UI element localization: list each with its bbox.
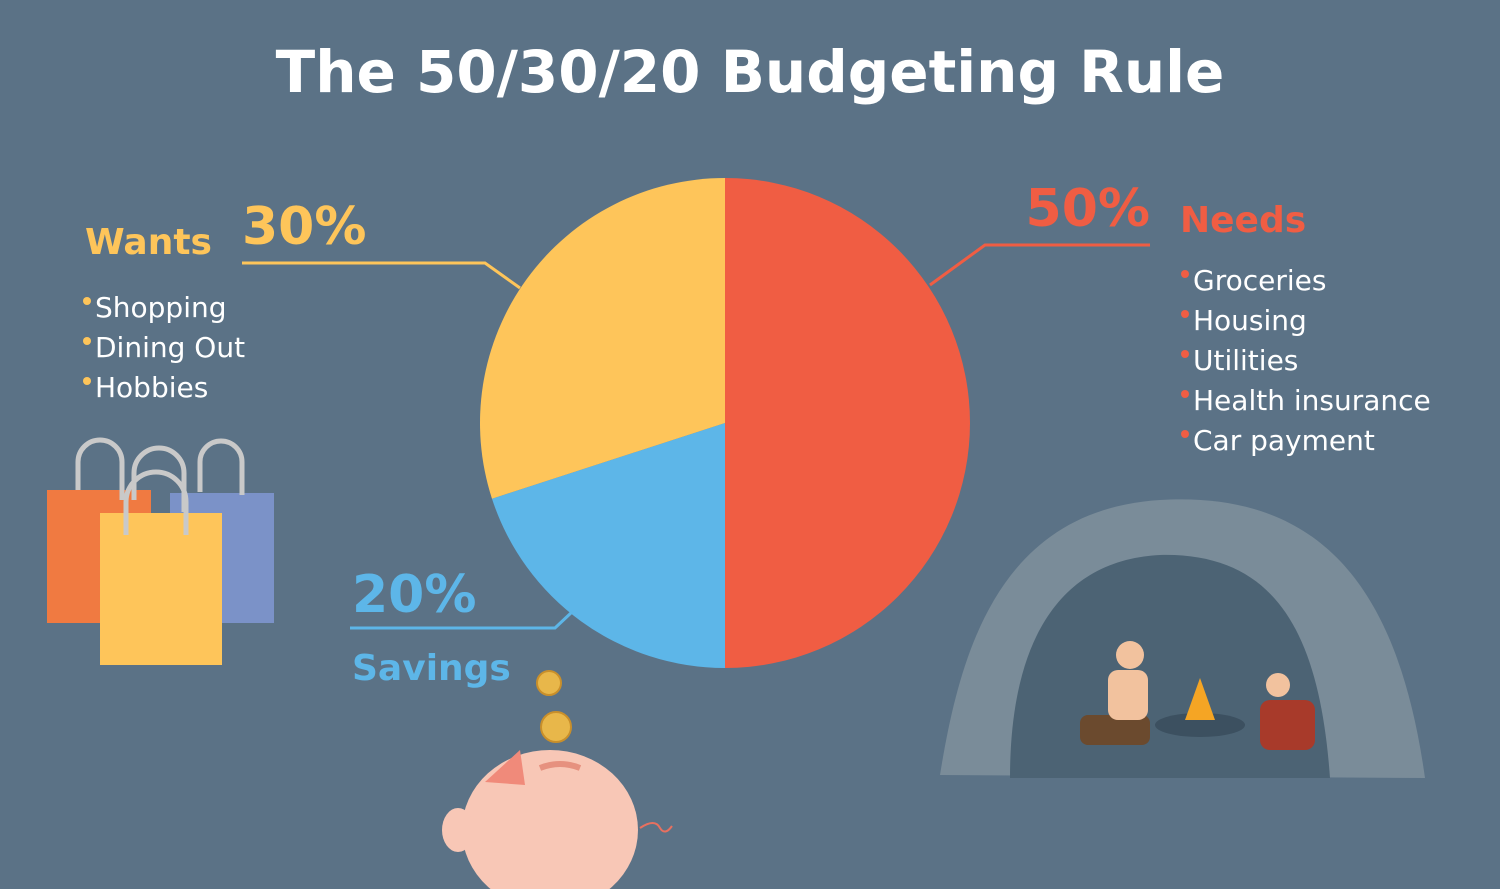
value-label: 20% [352, 565, 476, 625]
list-item: Hobbies [95, 371, 208, 404]
bullet [1181, 350, 1189, 358]
pie [479, 178, 970, 668]
category-label: Wants [85, 222, 212, 263]
category-label: Savings [352, 648, 511, 689]
bullet [83, 377, 91, 385]
leader-line [350, 610, 574, 630]
value-label: 30% [242, 197, 366, 257]
bullet [1181, 390, 1189, 398]
pie-slice [491, 423, 725, 668]
list-item: Health insurance [1193, 384, 1431, 417]
bullet [1181, 310, 1189, 318]
piggy-bank [442, 670, 673, 889]
list-item: Shopping [95, 291, 227, 324]
chart-title: The 50/30/20 Budgeting Rule [276, 38, 1225, 106]
pie-slice [725, 178, 970, 668]
bullet [83, 337, 91, 345]
bullet [1181, 430, 1189, 438]
list-item: Car payment [1193, 424, 1375, 457]
bullet [1181, 270, 1189, 278]
category-label: Needs [1180, 200, 1306, 241]
list-item: Utilities [1193, 344, 1298, 377]
list-item: Housing [1193, 304, 1307, 337]
list-item: Dining Out [95, 331, 245, 364]
leader-line [242, 261, 521, 290]
leader-line [929, 243, 1150, 287]
shopping-bags [47, 437, 274, 665]
pie-slice [479, 178, 725, 499]
list-item: Groceries [1193, 264, 1326, 297]
value-label: 50% [1026, 179, 1150, 239]
bullet [83, 297, 91, 305]
cave-scene [940, 499, 1425, 778]
